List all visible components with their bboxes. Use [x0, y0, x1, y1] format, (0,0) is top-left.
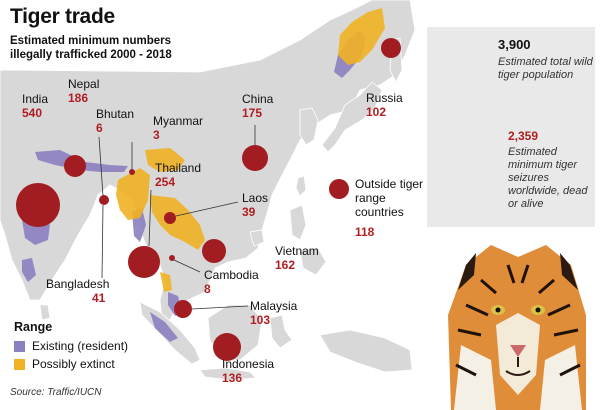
outside-range-value: 118 — [355, 225, 375, 239]
country-value-myanmar: 3 — [153, 128, 160, 142]
bubble-cambodia — [169, 255, 175, 261]
leader-malaysia — [191, 305, 249, 310]
land-java — [199, 367, 257, 381]
legend-swatch-existing — [14, 341, 25, 352]
country-value-russia: 102 — [366, 105, 387, 119]
land-japan — [321, 81, 383, 153]
land-taiwan — [295, 175, 307, 197]
range-extinct-russia — [338, 8, 385, 65]
country-label-laos: Laos — [242, 191, 269, 205]
bubble-outside — [329, 179, 349, 199]
range-extinct-china-south — [145, 148, 185, 172]
tiger-photo — [436, 235, 600, 410]
leader-bangladesh — [101, 204, 104, 279]
country-label-indonesia: Indonesia — [222, 357, 275, 371]
leader-thailand — [148, 189, 152, 247]
country-value-nepal: 186 — [68, 91, 89, 105]
country-label-china: China — [242, 92, 274, 106]
country-value-thailand: 254 — [155, 175, 176, 189]
country-value-china: 175 — [242, 106, 263, 120]
country-label-cambodia: Cambodia — [204, 268, 259, 282]
range-extinct-myanmar — [116, 168, 150, 220]
seizures-label: Estimated minimum tiger seizures worldwi… — [508, 146, 588, 210]
info-box — [427, 27, 595, 227]
bubble-bhutan — [99, 195, 109, 205]
bubble-thailand — [128, 246, 160, 278]
page-title: Tiger trade — [10, 5, 115, 28]
bubble-indonesia — [213, 333, 241, 361]
bubble-myanmar — [129, 169, 135, 175]
bubble-laos — [164, 212, 176, 224]
total-population-value: 3,900 — [498, 37, 531, 52]
land-sri-lanka — [39, 304, 51, 321]
land-new-guinea — [319, 329, 413, 373]
land-philippines-mindanao — [299, 247, 327, 276]
land-hainan — [249, 229, 265, 247]
bubble-russia — [381, 38, 401, 58]
bubble-vietnam — [202, 239, 226, 263]
range-extinct-malay — [160, 272, 172, 292]
land-mainland-asia — [0, 0, 416, 321]
country-value-indonesia: 136 — [222, 371, 243, 385]
country-label-vietnam: Vietnam — [275, 244, 319, 258]
legend-swatch-extinct — [14, 359, 25, 370]
legend-label-extinct: Possibly extinct — [32, 357, 115, 371]
leader-bhutan — [98, 136, 104, 197]
land-korea — [299, 107, 319, 146]
country-value-india: 540 — [22, 106, 43, 120]
total-population-label: Estimated total wild tiger population — [498, 56, 593, 82]
legend-title: Range — [14, 320, 53, 334]
land-philippines-luzon — [289, 204, 307, 241]
bubble-malaysia — [174, 300, 192, 318]
bubble-china — [242, 145, 268, 171]
country-value-laos: 39 — [242, 205, 256, 219]
seizures-value: 2,359 — [508, 129, 539, 143]
legend-label-existing: Existing (resident) — [32, 339, 129, 353]
leader-laos — [175, 201, 239, 217]
country-value-bhutan: 6 — [96, 121, 103, 135]
country-label-thailand: Thailand — [155, 161, 202, 175]
bubble-india — [16, 183, 60, 227]
country-label-myanmar: Myanmar — [153, 114, 204, 128]
range-existing-south-india — [22, 258, 36, 282]
outside-range-label: Outside tiger range countries — [355, 177, 424, 219]
country-label-bhutan: Bhutan — [96, 107, 135, 121]
country-label-malaysia: Malaysia — [250, 299, 298, 313]
country-value-bangladesh: 41 — [92, 291, 106, 305]
range-existing-sumatra — [150, 312, 178, 342]
source-note: Source: Traffic/IUCN — [10, 387, 102, 398]
country-value-cambodia: 8 — [204, 282, 211, 296]
country-value-vietnam: 162 — [275, 258, 296, 272]
country-label-bangladesh: Bangladesh — [46, 277, 110, 291]
page-subtitle: Estimated minimum numbers illegally traf… — [10, 35, 172, 62]
range-extinct-indochina — [150, 195, 205, 250]
land-sulawesi — [269, 314, 293, 349]
country-label-india: India — [22, 92, 49, 106]
bubble-nepal — [64, 155, 86, 177]
leader-cambodia — [173, 259, 201, 273]
country-label-russia: Russia — [366, 91, 403, 105]
country-label-nepal: Nepal — [68, 77, 100, 91]
country-value-malaysia: 103 — [250, 313, 271, 327]
